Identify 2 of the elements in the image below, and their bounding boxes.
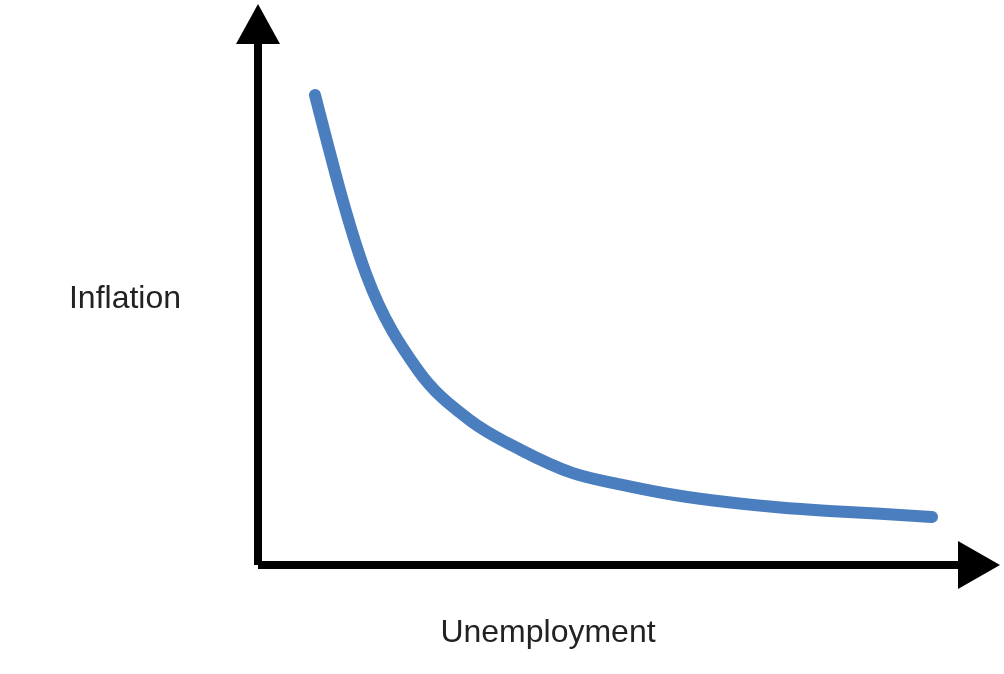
x-axis-title: Unemployment: [440, 613, 656, 649]
y-axis-title: Inflation: [68, 279, 182, 315]
